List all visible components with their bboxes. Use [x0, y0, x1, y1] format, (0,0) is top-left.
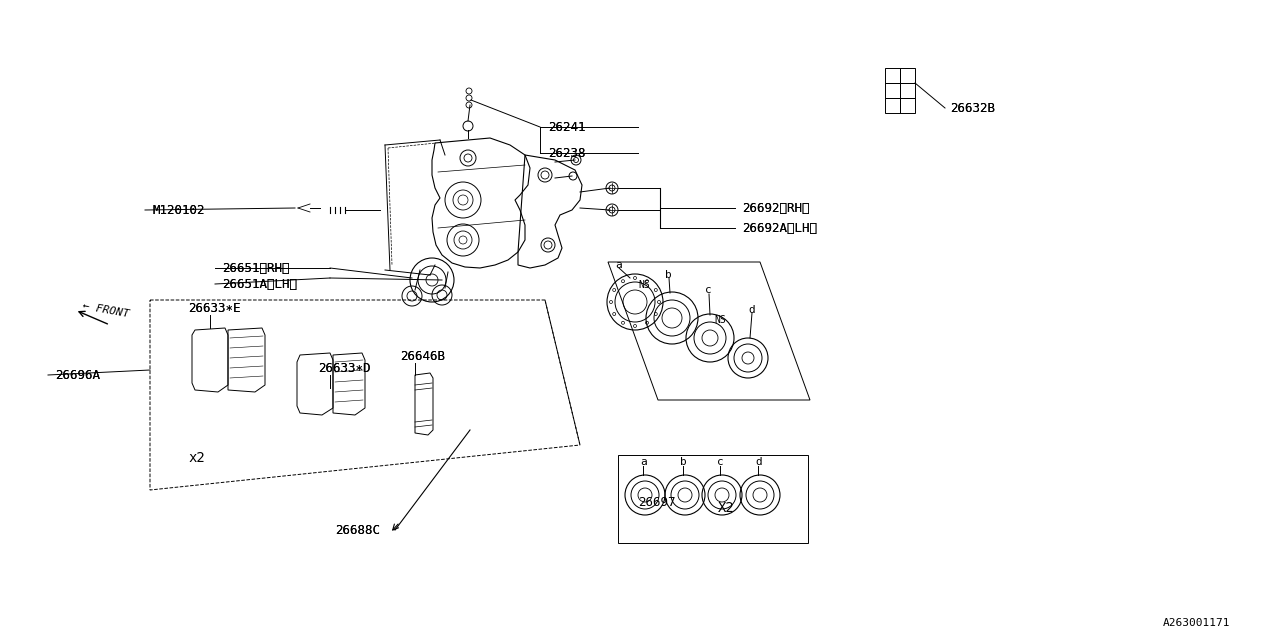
Text: 26692〈RH〉: 26692〈RH〉 — [742, 202, 809, 214]
Text: 26241: 26241 — [548, 120, 585, 134]
Text: 26688C: 26688C — [335, 524, 380, 536]
Text: 26697: 26697 — [637, 495, 676, 509]
Bar — [900, 68, 915, 83]
Text: 26633∗E: 26633∗E — [188, 301, 241, 314]
Text: M120102: M120102 — [152, 204, 205, 216]
Text: c: c — [705, 285, 712, 295]
Text: 26692A〈LH〉: 26692A〈LH〉 — [742, 221, 817, 234]
Text: 26688C: 26688C — [335, 524, 380, 536]
Text: c: c — [717, 457, 723, 467]
Text: 26651A〈LH〉: 26651A〈LH〉 — [221, 278, 297, 291]
Bar — [900, 98, 915, 113]
Text: 26633∗E: 26633∗E — [188, 301, 241, 314]
Text: 26632B: 26632B — [950, 102, 995, 115]
Text: 26651〈RH〉: 26651〈RH〉 — [221, 262, 289, 275]
Text: NS: NS — [637, 280, 650, 290]
Text: d: d — [748, 305, 755, 315]
Text: 26646B: 26646B — [401, 349, 445, 362]
Bar — [884, 98, 900, 113]
Text: 26238: 26238 — [548, 147, 585, 159]
Text: a: a — [614, 260, 622, 270]
Text: 26241: 26241 — [548, 120, 585, 134]
Text: 26692〈RH〉: 26692〈RH〉 — [742, 202, 809, 214]
Text: b: b — [666, 270, 672, 280]
Text: NS: NS — [714, 315, 726, 325]
Text: d: d — [755, 457, 762, 467]
Text: 26238: 26238 — [548, 147, 585, 159]
Text: 26633∗D: 26633∗D — [317, 362, 370, 374]
Text: x2: x2 — [188, 451, 205, 465]
Text: M120102: M120102 — [152, 204, 205, 216]
Bar — [884, 83, 900, 98]
Text: ← FRONT: ← FRONT — [82, 301, 131, 319]
Bar — [900, 83, 915, 98]
Text: 26632B: 26632B — [950, 102, 995, 115]
Text: 26696A: 26696A — [55, 369, 100, 381]
Text: 26651A〈LH〉: 26651A〈LH〉 — [221, 278, 297, 291]
Text: 26646B: 26646B — [401, 349, 445, 362]
Text: 26692A〈LH〉: 26692A〈LH〉 — [742, 221, 817, 234]
Text: 26696A: 26696A — [55, 369, 100, 381]
Bar — [884, 68, 900, 83]
Text: 26633∗D: 26633∗D — [317, 362, 370, 374]
Text: a: a — [640, 457, 646, 467]
Text: X2: X2 — [718, 501, 735, 515]
Text: A263001171: A263001171 — [1162, 618, 1230, 628]
Text: b: b — [680, 457, 687, 467]
Text: 26651〈RH〉: 26651〈RH〉 — [221, 262, 289, 275]
